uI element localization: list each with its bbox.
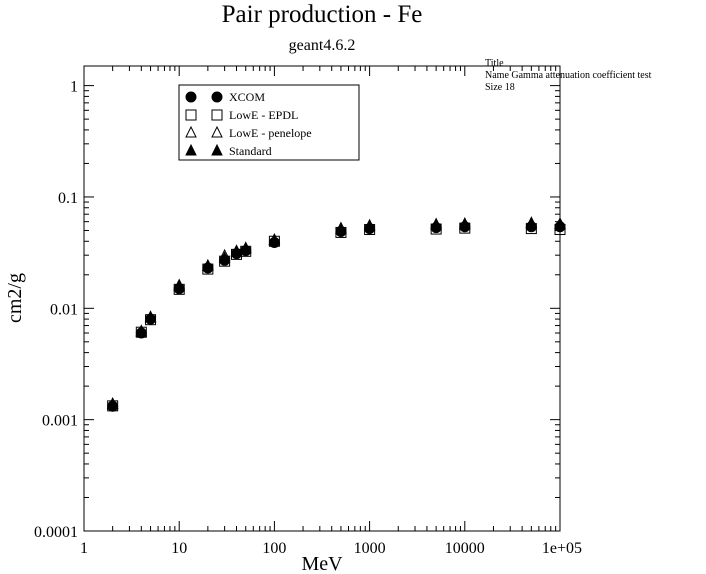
data-point-standard <box>268 233 281 246</box>
y-tick-label: 0.0001 <box>34 524 78 541</box>
y-tick-label: 0.01 <box>50 301 78 318</box>
info-name: Name Gamma attenuation coefficient test <box>485 70 652 81</box>
legend: XCOM LowE - EPDL LowE - penelope Standard <box>178 84 360 161</box>
x-tick-label: 100 <box>262 540 286 557</box>
x-axis: 1 10 100 1000 10000 1e+05 <box>80 66 582 557</box>
legend-label: XCOM <box>229 90 265 104</box>
legend-label: Standard <box>229 144 272 158</box>
data-point-standard <box>335 221 347 234</box>
data-point-standard <box>173 278 186 291</box>
plot-frame <box>83 65 561 532</box>
x-tick-label: 10000 <box>445 540 485 557</box>
y-axis-label: cm2/g <box>4 273 26 323</box>
x-tick-label: 1000 <box>354 540 386 557</box>
data-point-standard <box>239 241 252 253</box>
info-box: Title Name Gamma attenuation coefficient… <box>485 58 652 93</box>
legend-marker <box>211 109 223 121</box>
data-markers <box>106 216 566 412</box>
data-point-standard <box>430 217 442 230</box>
data-point-standard <box>554 217 566 229</box>
x-tick-label: 1e+05 <box>542 540 582 557</box>
legend-marker <box>185 109 197 121</box>
info-size: Size 18 <box>485 82 515 93</box>
info-title: Title <box>485 58 504 69</box>
data-point-standard <box>218 251 231 264</box>
y-tick-label: 0.1 <box>58 190 78 207</box>
chart-title: Pair production - Fe <box>222 1 423 28</box>
data-point-standard <box>363 218 376 231</box>
legend-marker <box>185 91 197 103</box>
data-point-standard <box>458 217 471 229</box>
legend-label: LowE - EPDL <box>229 108 298 122</box>
legend-marker <box>211 91 223 103</box>
x-tick-label: 10 <box>171 540 187 557</box>
data-point-standard <box>230 244 243 256</box>
data-point-standard <box>135 325 148 337</box>
data-point-standard <box>525 216 538 228</box>
legend-marker <box>185 143 197 156</box>
data-point-standard <box>144 310 157 323</box>
x-tick-label: 1 <box>80 540 88 557</box>
data-point-standard <box>106 396 119 409</box>
y-tick-label: 1 <box>70 79 78 96</box>
legend-marker <box>185 125 197 138</box>
y-axis: 0.0001 0.001 0.01 0.1 1 <box>34 79 560 541</box>
x-axis-label: MeV <box>301 553 343 574</box>
legend-label: LowE - penelope <box>229 126 312 140</box>
legend-box <box>178 84 360 161</box>
data-point-standard <box>202 258 214 271</box>
legend-marker <box>211 143 223 156</box>
legend-marker <box>211 125 223 138</box>
chart-subtitle: geant4.6.2 <box>289 37 356 54</box>
y-tick-label: 0.001 <box>42 413 78 430</box>
